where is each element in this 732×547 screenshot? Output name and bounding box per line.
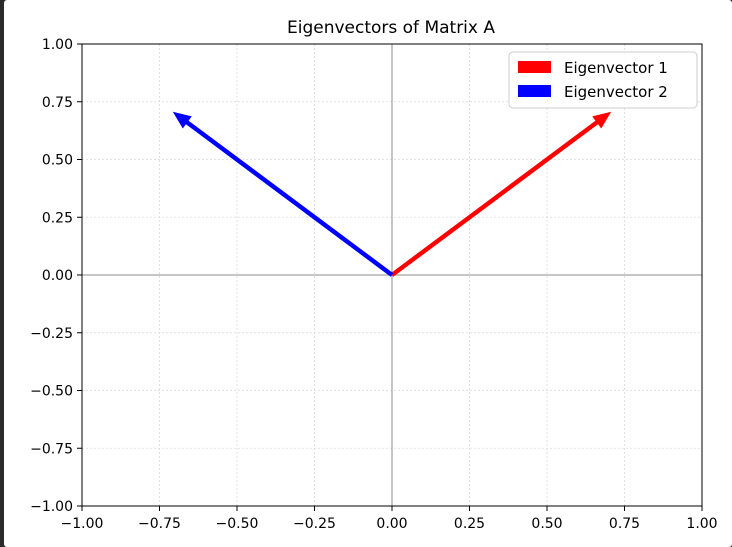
legend-item: Eigenvector 1 bbox=[518, 59, 668, 77]
eigenvector-arrow-1 bbox=[390, 111, 612, 277]
x-tick-label: 0.75 bbox=[609, 516, 640, 532]
legend-label: Eigenvector 2 bbox=[564, 83, 668, 101]
x-tick-label: 1.00 bbox=[686, 516, 717, 532]
legend-item: Eigenvector 2 bbox=[518, 83, 668, 101]
x-tick-label: −0.25 bbox=[293, 516, 336, 532]
x-tick-label: −0.50 bbox=[216, 516, 259, 532]
chart-title: Eigenvectors of Matrix A bbox=[287, 18, 495, 38]
y-tick-label: −1.00 bbox=[30, 499, 73, 515]
arrow-body bbox=[172, 111, 394, 277]
figure-canvas: Eigenvectors of Matrix A −1.00 −0.75 −0.50… bbox=[4, 0, 732, 547]
y-tick-label: 1.00 bbox=[42, 37, 73, 53]
y-tick-label: 0.25 bbox=[42, 210, 73, 226]
x-tick-label: −1.00 bbox=[61, 516, 104, 532]
x-tick-label: 0.00 bbox=[376, 516, 407, 532]
legend-swatch bbox=[518, 61, 551, 73]
y-tick-label: −0.25 bbox=[30, 326, 73, 342]
y-tick-label: −0.50 bbox=[30, 384, 73, 400]
y-axis-ticks: −1.00 −0.75 −0.50 −0.25 0.00 0.25 0.50 0.75 1.00 bbox=[30, 37, 82, 515]
y-tick-label: −0.75 bbox=[30, 441, 73, 457]
vector-arrows bbox=[172, 111, 612, 277]
x-tick-label: −0.75 bbox=[138, 516, 181, 532]
y-tick-label: 0.50 bbox=[42, 153, 73, 169]
x-tick-label: 0.50 bbox=[531, 516, 562, 532]
legend: Eigenvector 1 Eigenvector 2 bbox=[508, 51, 698, 109]
x-axis-ticks: −1.00 −0.75 −0.50 −0.25 0.00 0.25 0.50 0.75 1.00 bbox=[61, 506, 718, 532]
x-tick-label: 0.25 bbox=[454, 516, 485, 532]
y-tick-label: 0.00 bbox=[42, 268, 73, 284]
legend-label: Eigenvector 1 bbox=[564, 59, 668, 77]
legend-swatch bbox=[518, 85, 551, 97]
eigenvector-arrow-2 bbox=[172, 111, 394, 277]
y-tick-label: 0.75 bbox=[42, 95, 73, 111]
eigenvector-chart: Eigenvectors of Matrix A −1.00 −0.75 −0.50… bbox=[30, 18, 718, 532]
arrow-body bbox=[390, 111, 612, 277]
legend-box bbox=[508, 51, 698, 109]
